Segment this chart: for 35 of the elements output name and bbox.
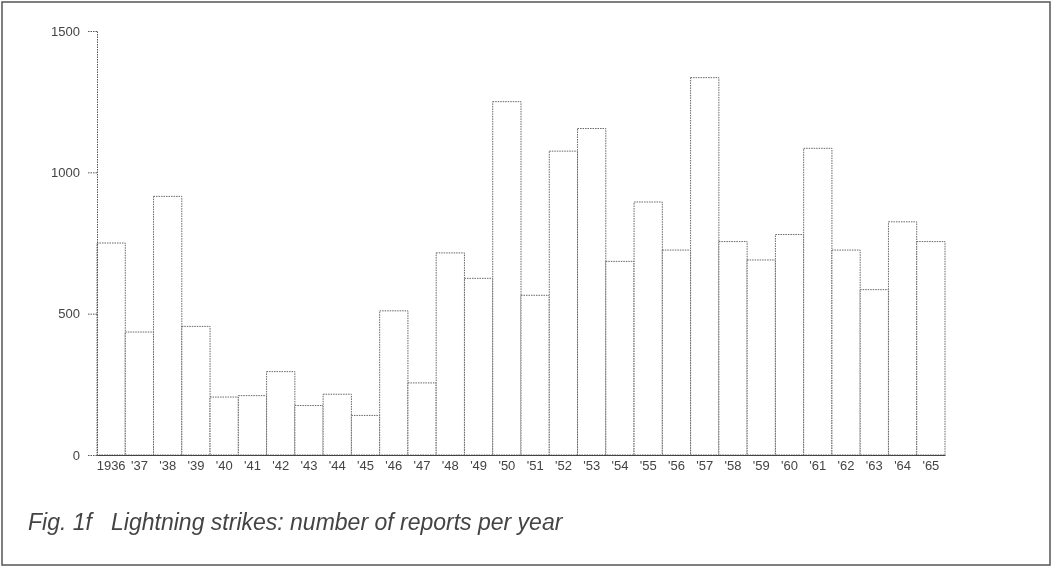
- x-tick-label: '47: [413, 458, 431, 474]
- x-tick-label: '63: [865, 458, 883, 474]
- x-tick-label: '61: [809, 458, 827, 474]
- x-tick-label: '53: [583, 458, 601, 474]
- x-tick-label: '55: [639, 458, 657, 474]
- x-tick-label: '64: [894, 458, 912, 474]
- x-tick-label: '52: [554, 458, 572, 474]
- x-tick-label: '41: [243, 458, 261, 474]
- x-tick-label: '56: [667, 458, 685, 474]
- x-tick-label: '39: [187, 458, 205, 474]
- text: Fig. 1f Lightning strikes: number of reports per year: [28, 509, 564, 535]
- x-tick-label: '57: [696, 458, 714, 474]
- x-tick-label: '42: [272, 458, 290, 474]
- x-tick-label: '54: [611, 458, 629, 474]
- x-tick-label: '45: [357, 458, 375, 474]
- x-tick-label: '50: [498, 458, 516, 474]
- x-tick-label: '58: [724, 458, 742, 474]
- x-tick-label: '38: [159, 458, 177, 474]
- x-tick-label: '48: [441, 458, 459, 474]
- x-tick-label: '43: [300, 458, 318, 474]
- x-tick-label: '62: [837, 458, 855, 474]
- y-tick-label: 1000: [51, 164, 80, 180]
- x-tick-label: 1936: [96, 458, 126, 474]
- x-tick-label: '46: [385, 458, 403, 474]
- x-tick-label: '37: [130, 458, 148, 474]
- x-tick-label: '51: [526, 458, 544, 474]
- x-tick-label: '59: [752, 458, 770, 474]
- x-tick-label: '60: [781, 458, 799, 474]
- y-tick-label: 0: [72, 447, 80, 463]
- x-tick-label: '65: [922, 458, 940, 474]
- x-tick-label: '44: [328, 458, 346, 474]
- x-tick-label: '40: [215, 458, 233, 474]
- x-tick-label: '49: [470, 458, 488, 474]
- y-tick-label: 1500: [51, 23, 80, 39]
- y-tick-label: 500: [58, 306, 80, 322]
